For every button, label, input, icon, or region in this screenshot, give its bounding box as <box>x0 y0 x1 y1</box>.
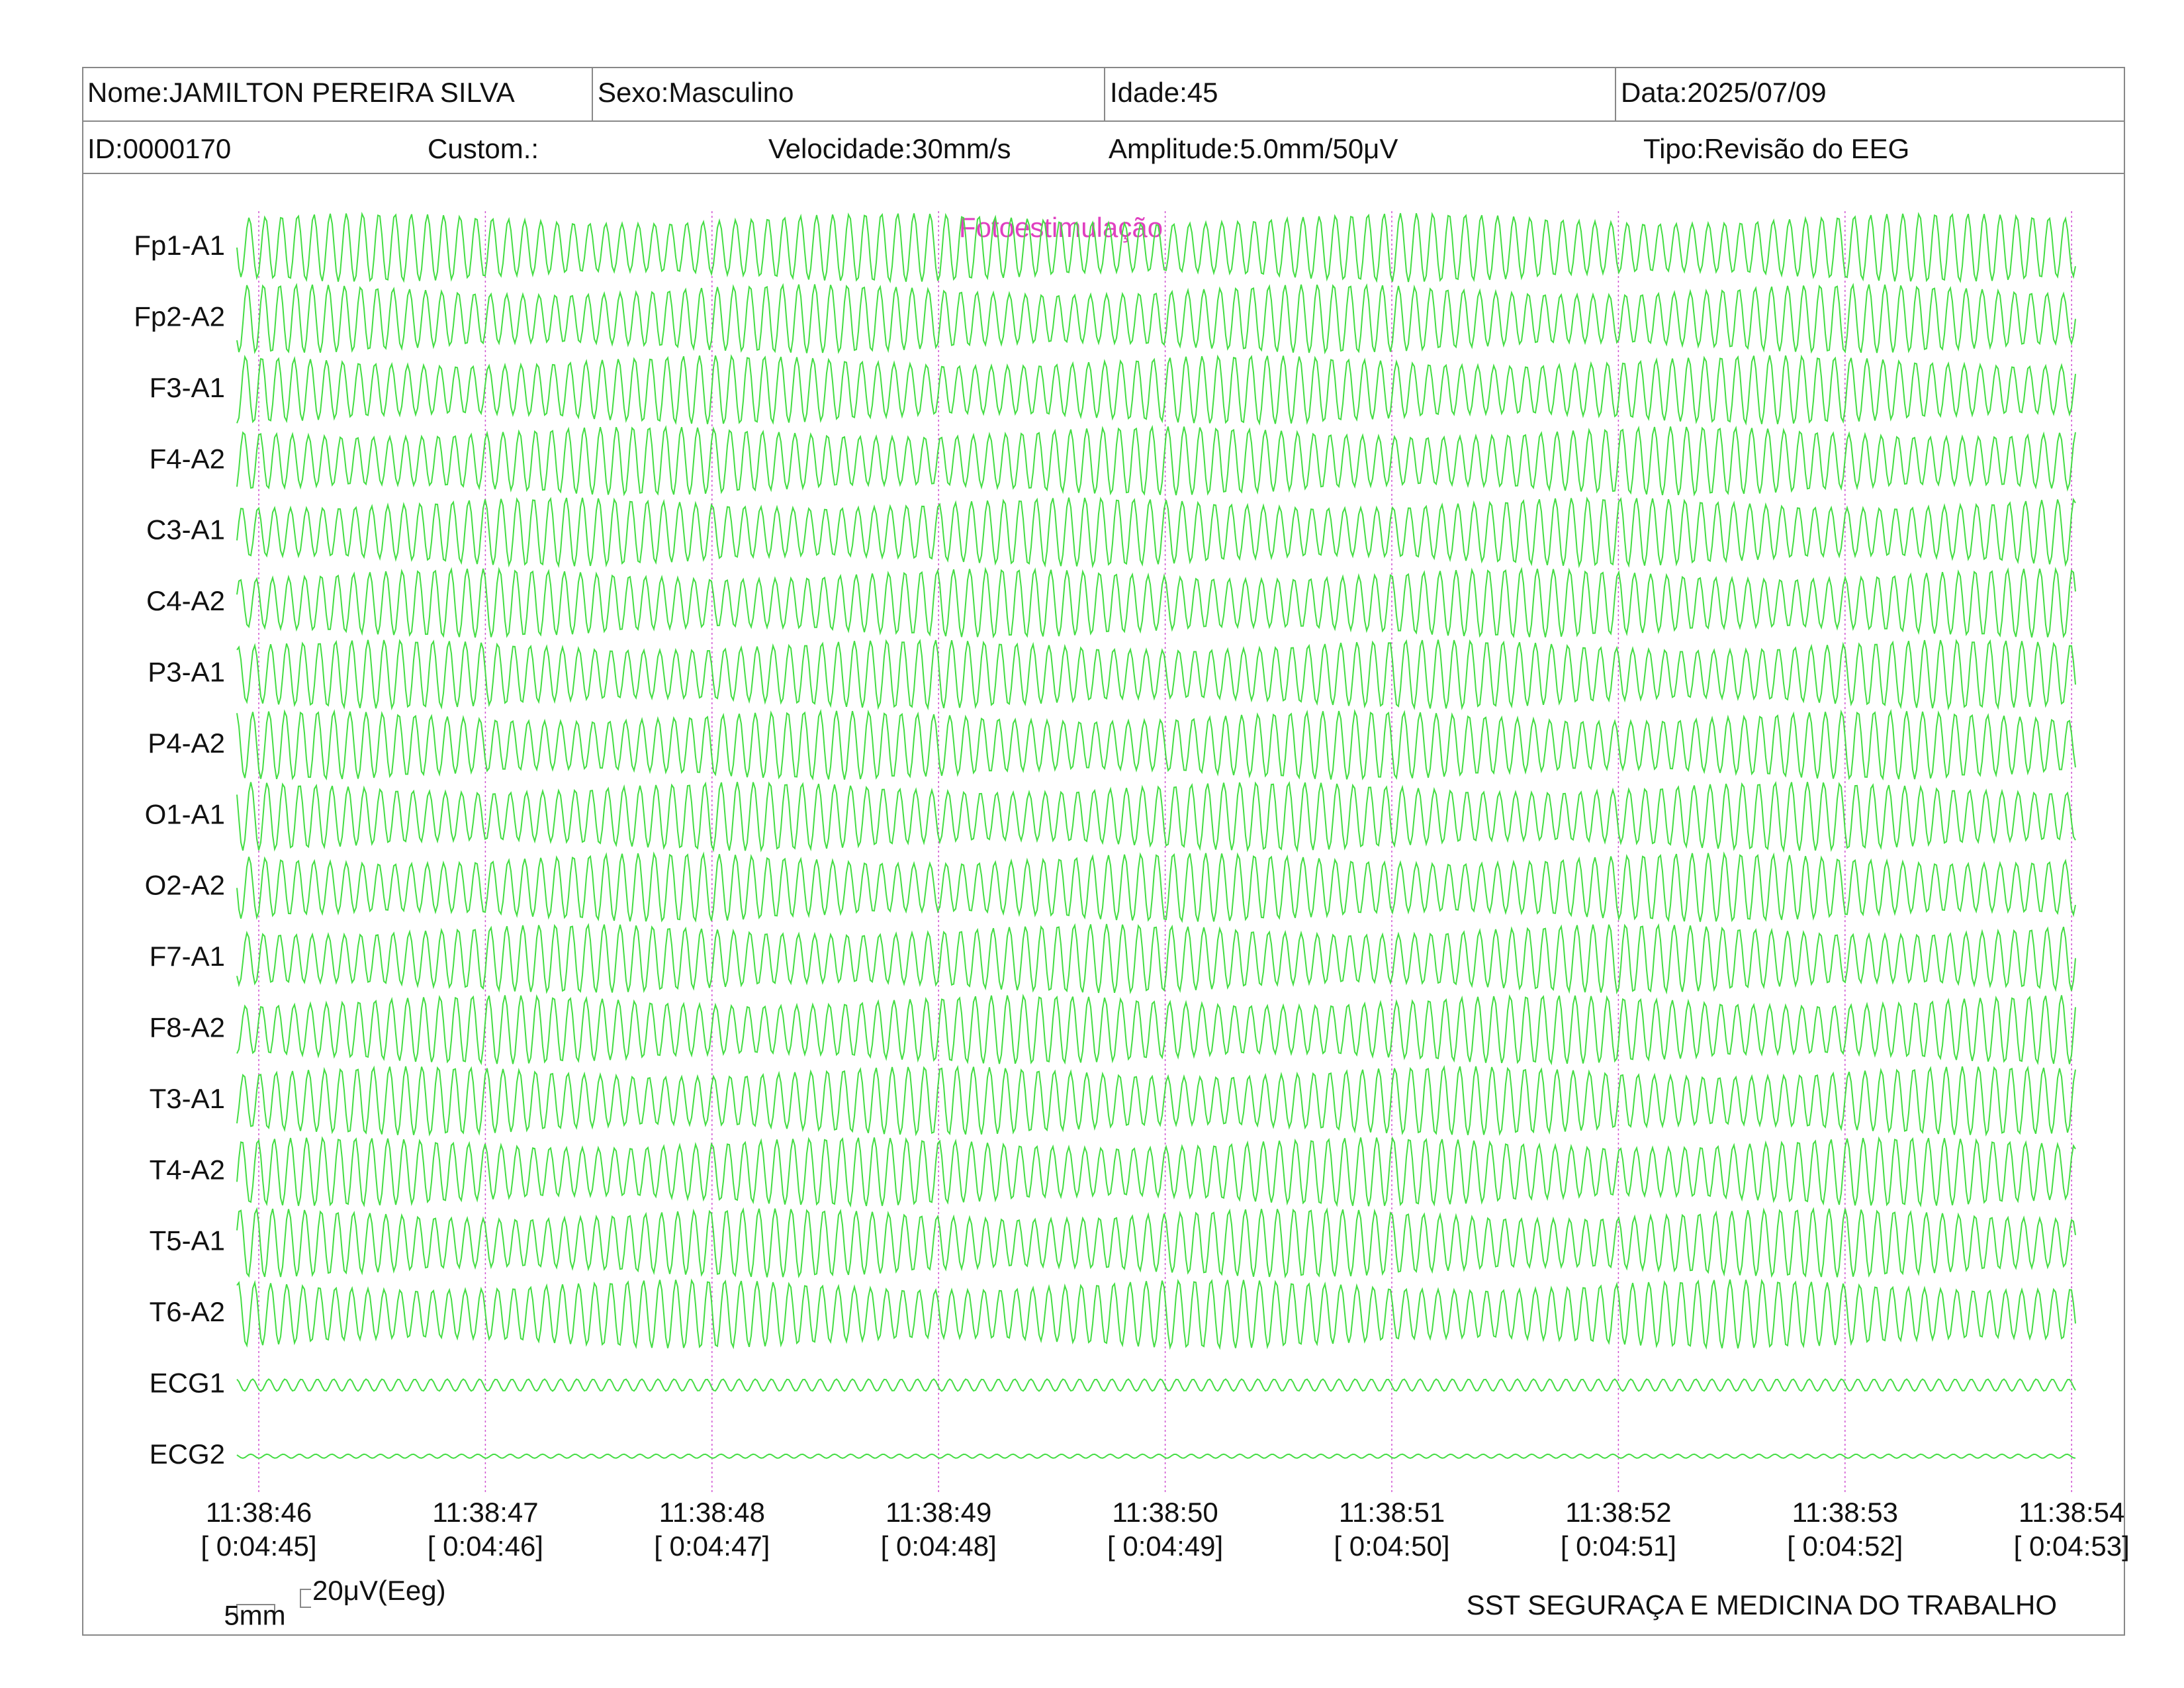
waveform <box>236 424 2076 496</box>
header-field: Data:2025/07/09 <box>1621 77 1827 108</box>
waveform <box>236 1136 2076 1208</box>
channel-label: F7-A1 <box>150 941 225 972</box>
channel-label: Fp2-A2 <box>134 301 225 332</box>
channel-label: F4-A2 <box>150 443 225 474</box>
time-label: 11:38:49 <box>886 1497 991 1528</box>
elapsed-label: [ 0:04:48] <box>881 1530 997 1562</box>
waveform <box>236 780 2076 853</box>
elapsed-label: [ 0:04:45] <box>201 1530 316 1562</box>
time-label: 11:38:51 <box>1339 1497 1445 1528</box>
header-field: Velocidade:30mm/s <box>768 133 1011 164</box>
footer: SST SEGURAÇA E MEDICINA DO TRABALHO <box>1467 1589 2057 1620</box>
amplitude-calibration-bracket <box>300 1589 311 1608</box>
time-label: 11:38:47 <box>432 1497 538 1528</box>
header-field: ID:0000170 <box>87 133 231 164</box>
header-field: Tipo:Revisão do EEG <box>1643 133 1909 164</box>
channel-label: O1-A1 <box>145 798 225 829</box>
elapsed-label: [ 0:04:52] <box>1787 1530 1903 1562</box>
header-field: Sexo:Masculino <box>598 77 794 108</box>
channel-label: F3-A1 <box>150 372 225 403</box>
channel-label: C3-A1 <box>146 514 225 545</box>
elapsed-label: [ 0:04:49] <box>1107 1530 1223 1562</box>
elapsed-label: [ 0:04:51] <box>1561 1530 1676 1562</box>
header-field: Nome:JAMILTON PEREIRA SILVA <box>87 77 515 108</box>
waveform <box>236 211 2076 284</box>
header-field: Custom.: <box>428 133 539 164</box>
elapsed-label: [ 0:04:53] <box>2014 1530 2130 1562</box>
frame <box>82 67 2125 1636</box>
waveform <box>236 567 2076 639</box>
waveform <box>236 1278 2076 1350</box>
time-label: 11:38:48 <box>659 1497 765 1528</box>
time-calibration-bracket <box>236 1604 275 1615</box>
elapsed-label: [ 0:04:50] <box>1334 1530 1449 1562</box>
time-scale: 5mm <box>224 1599 285 1630</box>
waveform <box>236 1064 2076 1137</box>
waveform <box>236 639 2076 711</box>
time-label: 11:38:53 <box>1792 1497 1898 1528</box>
channel-label: ECG1 <box>150 1367 225 1398</box>
channel-label: F8-A2 <box>150 1011 225 1043</box>
channel-label: Fp1-A1 <box>134 230 225 261</box>
time-label: 11:38:52 <box>1565 1497 1671 1528</box>
channel-label: P4-A2 <box>148 727 225 759</box>
channel-label: T5-A1 <box>150 1225 225 1256</box>
channel-label: C4-A2 <box>146 585 225 616</box>
waveform <box>236 708 2076 781</box>
waveform <box>236 1207 2076 1279</box>
elapsed-label: [ 0:04:46] <box>428 1530 543 1562</box>
waveform <box>236 283 2076 355</box>
channel-label: ECG2 <box>150 1438 225 1470</box>
channel-label: T3-A1 <box>150 1083 225 1114</box>
waveform <box>236 1378 2076 1392</box>
channel-label: O2-A2 <box>145 870 225 901</box>
channel-label: P3-A1 <box>148 656 225 687</box>
time-label: 11:38:54 <box>2019 1497 2124 1528</box>
amplitude-scale: 20μV(Eeg) <box>312 1575 446 1606</box>
channel-label: T4-A2 <box>150 1154 225 1185</box>
header-field: Idade:45 <box>1110 77 1218 108</box>
waveform <box>236 994 2076 1066</box>
channel-label: T6-A2 <box>150 1296 225 1327</box>
time-label: 11:38:50 <box>1112 1497 1218 1528</box>
waveform <box>236 496 2076 569</box>
waveform <box>236 354 2076 426</box>
elapsed-label: [ 0:04:47] <box>654 1530 770 1562</box>
waveform <box>236 1453 2076 1459</box>
header-field: Amplitude:5.0mm/50μV <box>1109 133 1398 164</box>
waveform <box>236 923 2076 995</box>
time-label: 11:38:46 <box>206 1497 312 1528</box>
waveform <box>236 851 2076 923</box>
